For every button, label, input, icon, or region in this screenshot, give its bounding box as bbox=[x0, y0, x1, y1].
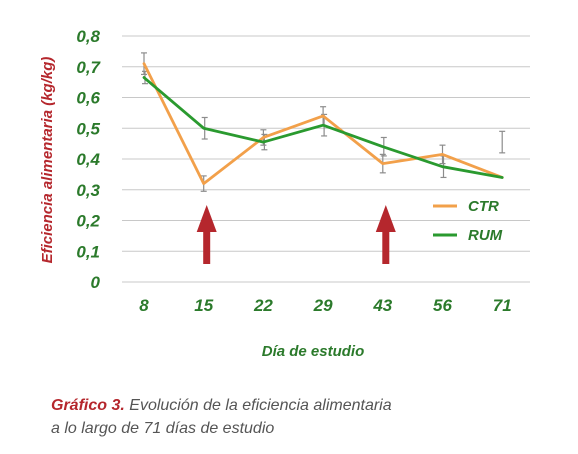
annotation-arrows bbox=[196, 205, 396, 264]
legend: CTR RUM bbox=[433, 198, 503, 244]
up-arrow-icon bbox=[375, 205, 396, 264]
x-tick-label: 8 bbox=[139, 296, 149, 315]
x-tick-label: 29 bbox=[313, 296, 333, 315]
x-tick-label: 15 bbox=[194, 296, 213, 315]
y-tick-label: 0,5 bbox=[76, 119, 100, 138]
series-lines bbox=[142, 62, 504, 186]
legend-item: CTR bbox=[433, 198, 499, 215]
legend-label: RUM bbox=[468, 227, 503, 244]
caption-line-1: Evolución de la eficiencia alimentaria bbox=[129, 397, 392, 414]
y-tick-label: 0,3 bbox=[76, 181, 100, 200]
legend-label: CTR bbox=[468, 198, 499, 215]
y-tick-label: 0,2 bbox=[76, 212, 100, 231]
y-tick-label: 0 bbox=[91, 273, 101, 292]
x-tick-label: 56 bbox=[433, 296, 452, 315]
y-tick-label: 0,7 bbox=[76, 58, 101, 77]
gridlines bbox=[122, 35, 530, 283]
y-tick-label: 0,6 bbox=[76, 89, 100, 108]
y-tick-label: 0,8 bbox=[76, 27, 100, 46]
caption-label: Gráfico 3. bbox=[51, 397, 125, 414]
up-arrow-icon bbox=[196, 205, 217, 264]
series-line-rum bbox=[142, 76, 504, 179]
legend-item: RUM bbox=[433, 227, 503, 244]
series-line-ctr bbox=[142, 62, 504, 186]
x-tick-label: 43 bbox=[372, 296, 392, 315]
y-axis-label: Eficiencia alimentaria (kg/kg) bbox=[39, 57, 56, 264]
x-axis-label: Día de estudio bbox=[262, 343, 365, 360]
y-tick-label: 0,4 bbox=[76, 150, 100, 169]
x-tick-label: 22 bbox=[253, 296, 273, 315]
figure-caption: Gráfico 3. Evolución de la eficiencia al… bbox=[51, 394, 551, 440]
x-axis-ticks: 8 15 22 29 43 56 71 bbox=[139, 296, 511, 315]
error-bar bbox=[499, 130, 506, 154]
x-tick-label: 71 bbox=[493, 296, 512, 315]
caption-line-2: a lo largo de 71 días de estudio bbox=[51, 420, 275, 437]
y-tick-label: 0,1 bbox=[76, 242, 100, 261]
y-axis-ticks: 0 0,1 0,2 0,3 0,4 0,5 0,6 0,7 0,8 bbox=[76, 27, 101, 292]
